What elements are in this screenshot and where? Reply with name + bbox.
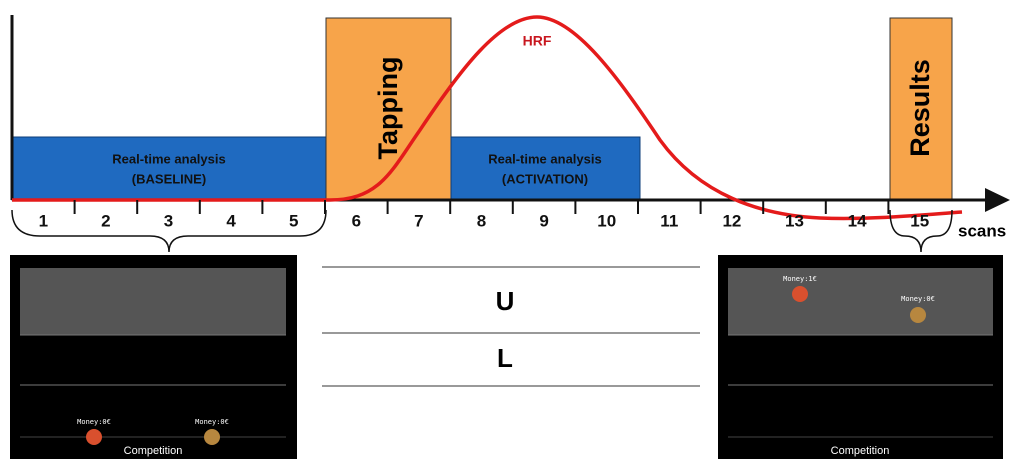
axis-arrow bbox=[985, 188, 1010, 212]
scan-label: 8 bbox=[477, 211, 486, 230]
activation-block bbox=[451, 137, 640, 200]
scan-label: 13 bbox=[785, 211, 804, 230]
screen-region bbox=[20, 268, 286, 335]
zone-label: U bbox=[496, 286, 515, 316]
zone-label: L bbox=[497, 343, 513, 373]
curve-label: HRF bbox=[523, 33, 552, 49]
money-label: Money:1€ bbox=[783, 275, 817, 283]
ball bbox=[204, 429, 220, 445]
scan-label: 14 bbox=[848, 211, 867, 230]
block-label: (ACTIVATION) bbox=[502, 171, 588, 186]
ball bbox=[910, 307, 926, 323]
block-label: Tapping bbox=[373, 57, 403, 160]
scan-label: 4 bbox=[226, 211, 236, 230]
scan-label: 10 bbox=[597, 211, 616, 230]
scan-label: 5 bbox=[289, 211, 298, 230]
axis-label: scans bbox=[958, 221, 1006, 240]
scan-label: 1 bbox=[39, 211, 48, 230]
money-label: Money:0€ bbox=[77, 418, 111, 426]
scan-label: 7 bbox=[414, 211, 423, 230]
caption: Competition bbox=[831, 445, 890, 457]
block-label: (BASELINE) bbox=[132, 171, 206, 186]
money-label: Money:0€ bbox=[195, 418, 229, 426]
diagram: Real-time analysis (BASELINE) Real-time … bbox=[0, 0, 1021, 459]
scan-label: 3 bbox=[164, 211, 173, 230]
scan-label: 15 bbox=[910, 211, 929, 230]
baseline-block bbox=[12, 137, 326, 200]
scan-label: 12 bbox=[722, 211, 741, 230]
money-label: Money:0€ bbox=[901, 295, 935, 303]
scan-label: 6 bbox=[352, 211, 361, 230]
screen-region bbox=[728, 268, 993, 335]
scan-label: 2 bbox=[101, 211, 110, 230]
scan-label: 9 bbox=[539, 211, 548, 230]
block-label: Real-time analysis bbox=[112, 151, 225, 166]
block-label: Real-time analysis bbox=[488, 151, 601, 166]
caption: Competition bbox=[124, 445, 183, 457]
ball bbox=[86, 429, 102, 445]
ball bbox=[792, 286, 808, 302]
scan-label: 11 bbox=[660, 211, 678, 230]
block-label: Results bbox=[905, 59, 935, 157]
